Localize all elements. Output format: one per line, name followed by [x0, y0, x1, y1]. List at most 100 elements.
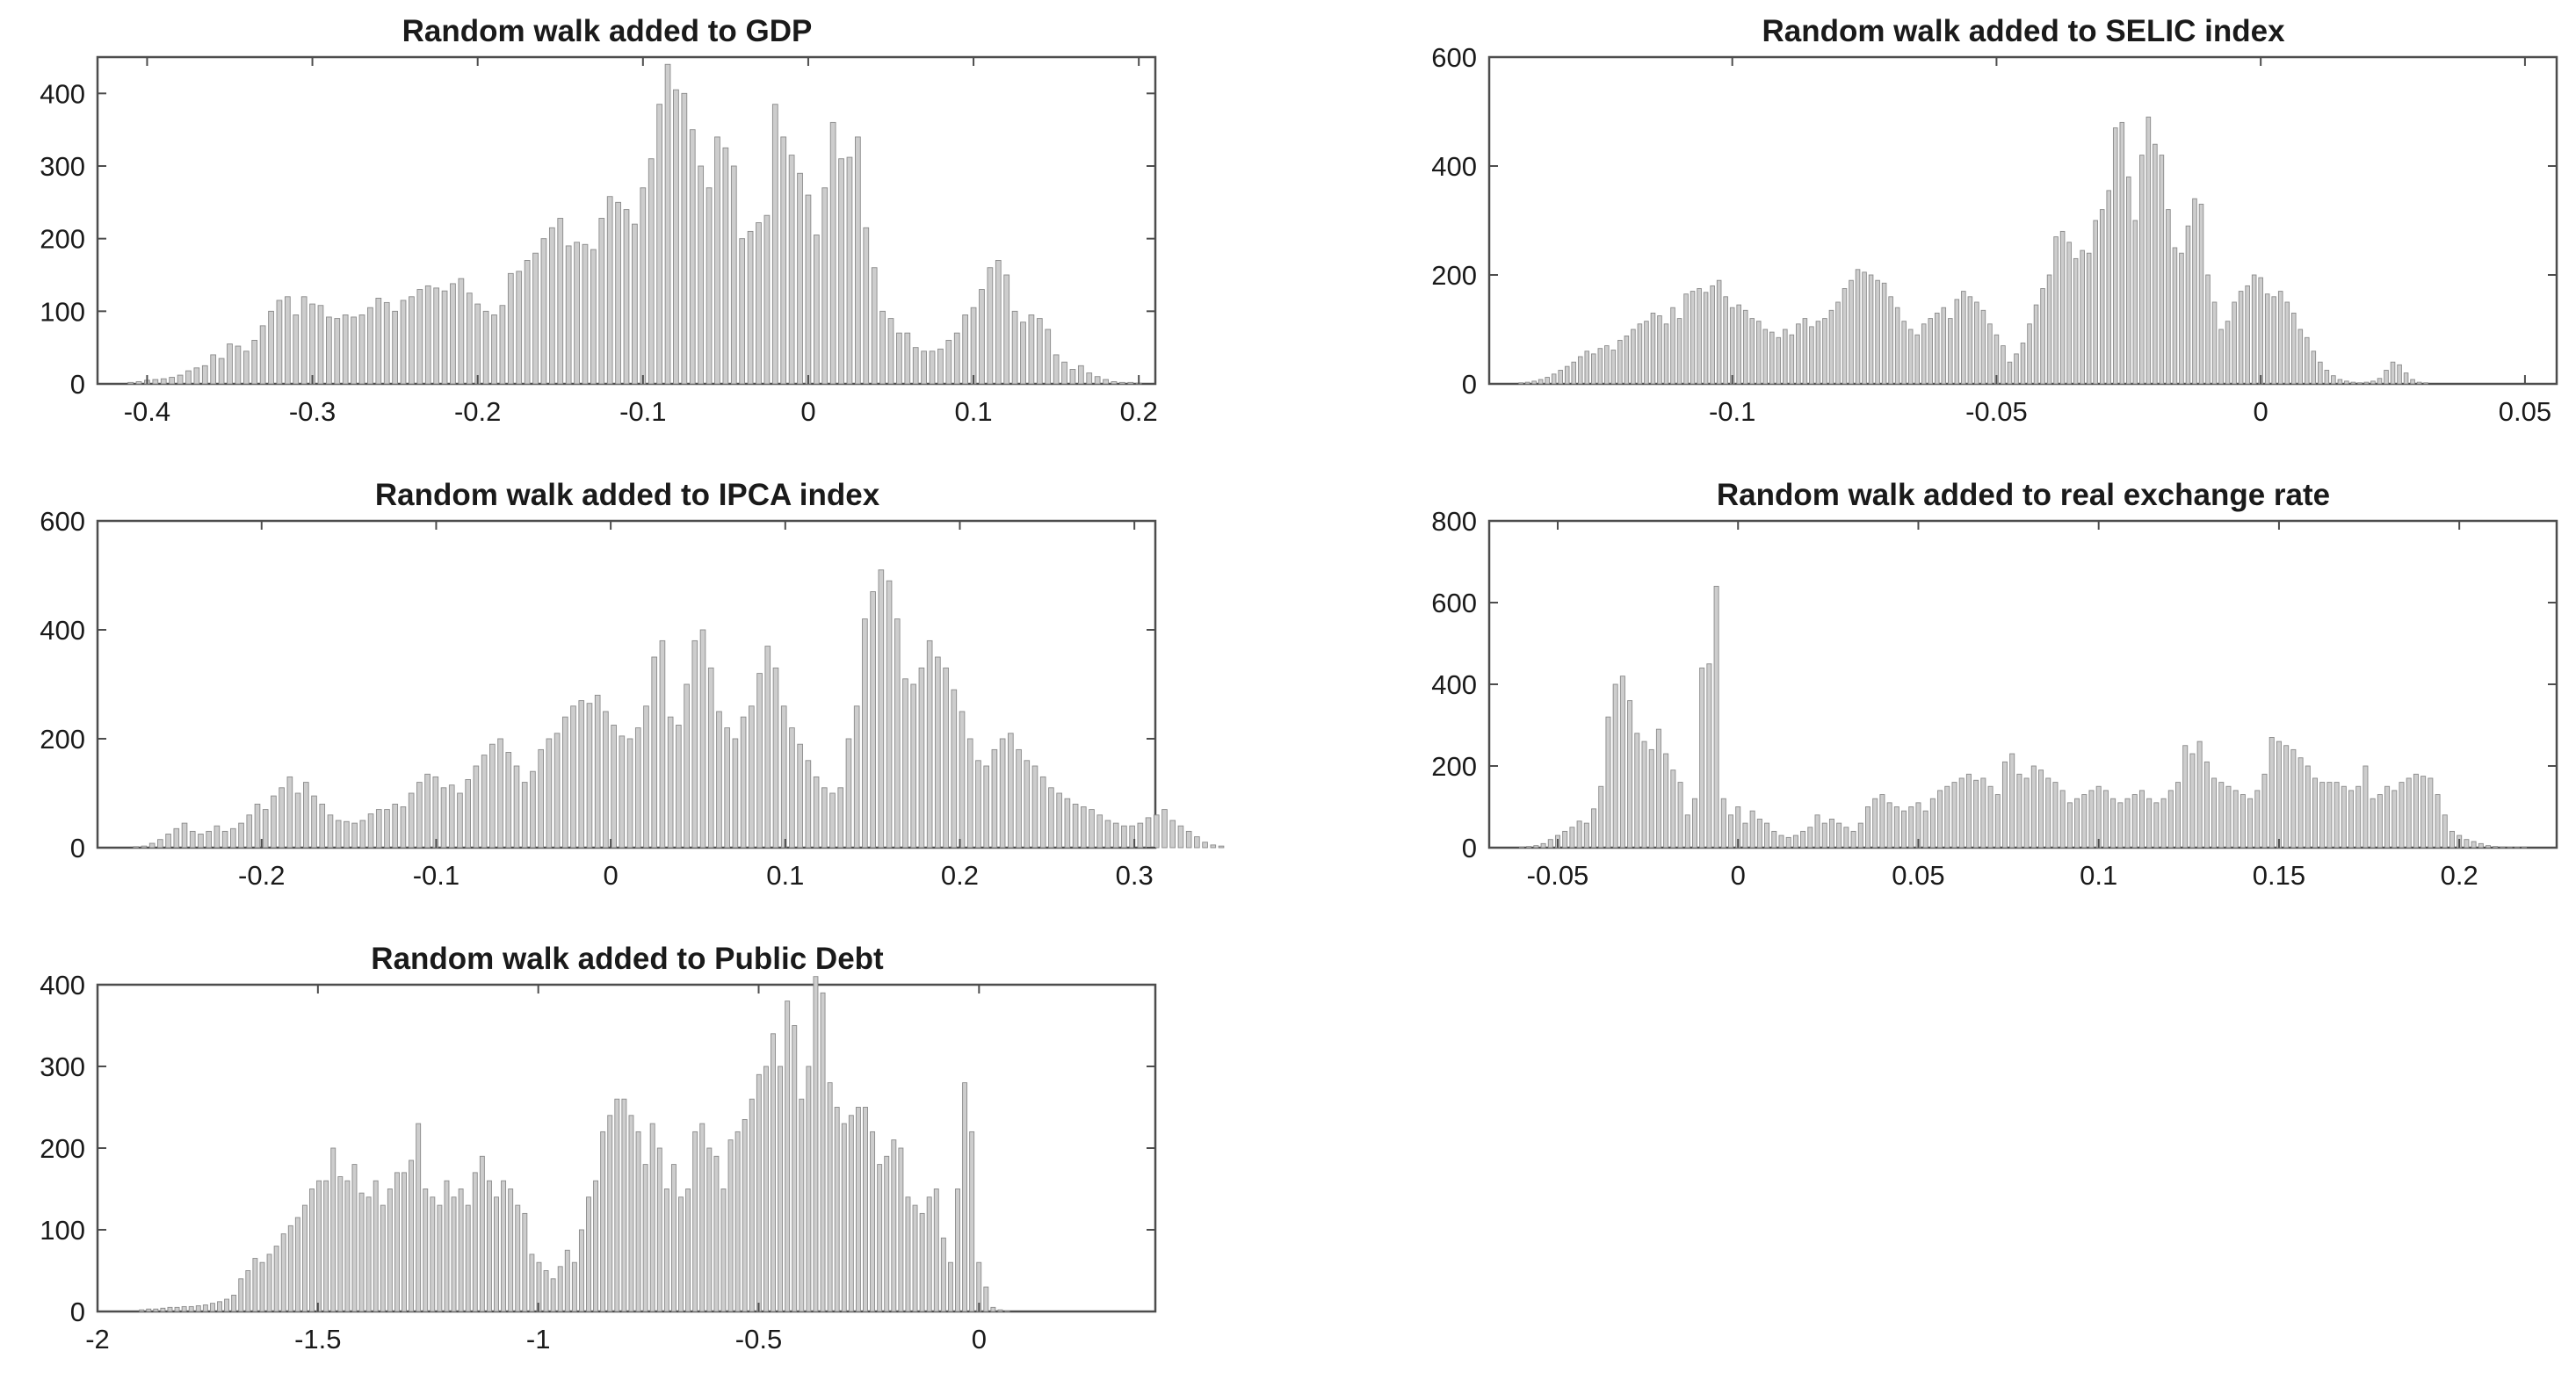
histogram-bar — [392, 803, 399, 849]
y-tick-label: 400 — [40, 615, 85, 646]
x-tick-label: -0.1 — [413, 860, 459, 891]
histogram-bar — [2211, 301, 2218, 385]
histogram-bar — [1828, 309, 1834, 385]
histogram-bar — [1907, 329, 1914, 385]
histogram-bar — [2166, 209, 2171, 385]
histogram-bar — [2225, 321, 2231, 385]
histogram-bar — [160, 378, 167, 385]
y-tick-label: 300 — [40, 1051, 85, 1082]
histogram-panel-selic: Random walk added to SELIC index -0.1 -0.… — [1431, 14, 2558, 427]
histogram-bar — [2040, 288, 2045, 385]
x-tick-label: 0.1 — [2080, 860, 2117, 891]
histogram-bar — [1634, 733, 1640, 849]
y-tick-label: 800 — [1431, 506, 1477, 537]
histogram-bar — [2326, 782, 2333, 849]
histogram-bar — [271, 795, 277, 849]
histogram-bar — [797, 172, 803, 385]
histogram-bar — [1571, 361, 1577, 385]
histogram-bar — [799, 1098, 805, 1312]
histogram-bar — [529, 1254, 535, 1312]
histogram-bar — [351, 822, 358, 849]
histogram-bar — [730, 165, 737, 385]
histogram-bar — [1039, 776, 1046, 849]
x-tick-label: 0 — [1731, 860, 1746, 891]
x-tick-label: 0.1 — [766, 860, 804, 891]
histogram-bar — [416, 1123, 422, 1312]
histogram-bar — [749, 1098, 755, 1312]
histogram-bar — [2033, 304, 2039, 385]
histogram-bar — [1944, 785, 1950, 849]
histogram-bar — [160, 1307, 166, 1312]
histogram-bar — [1086, 372, 1093, 385]
histogram-bar — [813, 976, 819, 1312]
histogram-bar — [486, 1180, 492, 1312]
histogram-bar — [1670, 307, 1675, 385]
histogram-bar — [2284, 301, 2290, 385]
histogram-bar — [722, 147, 729, 385]
histogram-bar — [543, 1270, 549, 1312]
histogram-bar — [1756, 819, 1762, 849]
histogram-bar — [1031, 765, 1038, 849]
histogram-bar — [507, 272, 514, 385]
histogram-bar — [2046, 274, 2052, 385]
histogram-bar — [1103, 379, 1109, 385]
histogram-bar — [2271, 296, 2276, 385]
histogram-bar — [713, 1155, 720, 1312]
histogram-bar — [763, 214, 771, 385]
histogram-bar — [284, 296, 291, 385]
histogram-bar — [945, 339, 952, 385]
histogram-bar — [224, 1298, 230, 1312]
y-tick-label: 400 — [1431, 669, 1477, 700]
histogram-bar — [2059, 230, 2066, 385]
histogram-bar — [997, 1309, 1003, 1312]
histogram-bar — [1755, 321, 1762, 385]
histogram-bar — [2337, 379, 2343, 385]
histogram-bar — [1657, 315, 1662, 385]
histogram-bar — [245, 1270, 251, 1312]
x-tick-label: -2 — [85, 1324, 110, 1355]
x-tick-label: -0.5 — [735, 1324, 782, 1355]
histogram-bar — [603, 711, 609, 849]
histogram-bar — [829, 121, 836, 385]
histogram-bar — [1591, 353, 1596, 385]
histogram-bar — [789, 727, 795, 849]
x-tick-label: 0 — [2254, 396, 2268, 427]
histogram-bar — [152, 379, 159, 385]
histogram-bar — [2399, 782, 2405, 849]
chart-title-public-debt: Random walk added to Public Debt — [371, 942, 884, 976]
histogram-bar — [276, 300, 283, 385]
histogram-bar — [969, 1131, 975, 1312]
histogram-bar — [1564, 365, 1570, 385]
histogram-bar — [344, 820, 350, 849]
histogram-bar — [562, 716, 568, 849]
histogram-bar — [1967, 296, 1973, 385]
x-tick-label: -1.5 — [294, 1324, 341, 1355]
histogram-bar — [2030, 765, 2037, 849]
histogram-bar — [1177, 825, 1184, 849]
histogram-bar — [181, 1305, 187, 1312]
histogram-bar — [380, 1204, 386, 1312]
histogram-bar — [678, 1196, 684, 1312]
histogram-bar — [2126, 176, 2131, 385]
histogram-bar — [323, 1180, 329, 1312]
histogram-bar — [127, 381, 134, 385]
histogram-bar — [2290, 312, 2297, 385]
histogram-bar — [1153, 814, 1160, 849]
histogram-bar — [649, 1123, 655, 1312]
histogram-bar — [1612, 683, 1618, 849]
histogram-bar — [1008, 733, 1014, 849]
histogram-bar — [756, 1073, 762, 1312]
histogram-bar — [642, 1164, 648, 1312]
histogram-bar — [747, 230, 754, 385]
histogram-bar — [689, 129, 696, 385]
histogram-bar — [167, 1306, 173, 1312]
y-tick-label: 400 — [40, 78, 85, 109]
histogram-bar — [1937, 790, 1943, 849]
histogram-bar — [2009, 753, 2015, 849]
histogram-bar — [582, 243, 589, 385]
histogram-bar — [231, 1294, 237, 1312]
histogram-bar — [739, 238, 746, 385]
histogram-bar — [2238, 291, 2244, 385]
histogram-bar — [1545, 377, 1550, 385]
histogram-bar — [2167, 790, 2174, 849]
